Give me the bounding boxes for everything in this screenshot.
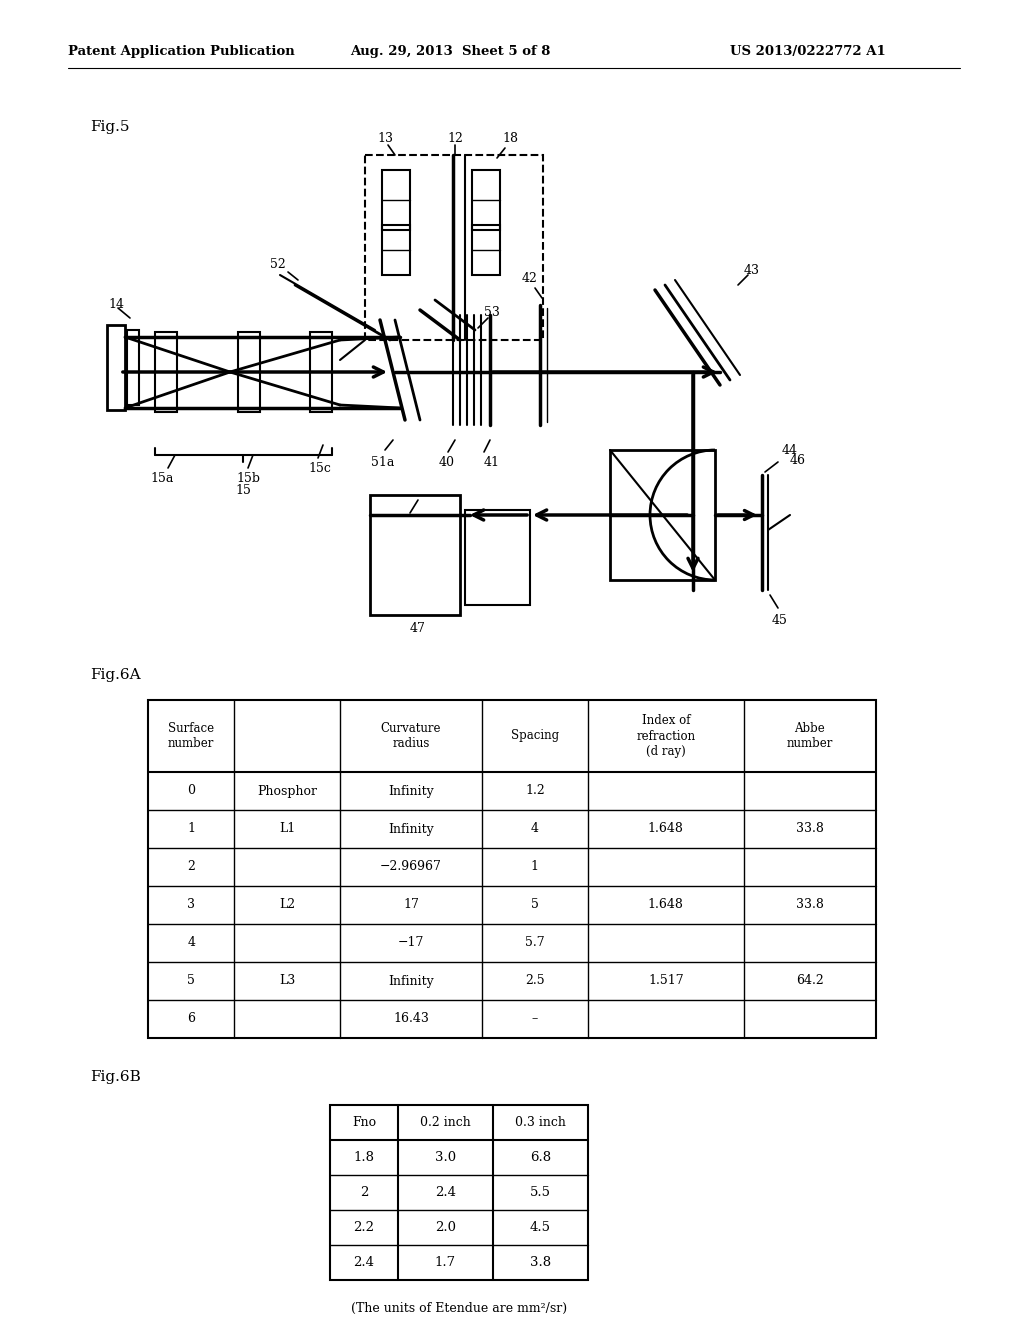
Bar <box>610 450 715 579</box>
Text: 3: 3 <box>187 899 196 912</box>
Text: Patent Application Publication: Patent Application Publication <box>68 45 295 58</box>
Text: 2.0: 2.0 <box>435 1221 456 1234</box>
Text: 1.517: 1.517 <box>648 974 684 987</box>
Text: 44: 44 <box>782 444 798 457</box>
Text: 0.3 inch: 0.3 inch <box>515 1115 566 1129</box>
Text: 4.5: 4.5 <box>530 1221 551 1234</box>
Text: 45: 45 <box>772 614 787 627</box>
Text: 14: 14 <box>108 297 124 310</box>
Bar <box>382 170 410 230</box>
Text: 15c: 15c <box>308 462 332 474</box>
Text: US 2013/0222772 A1: US 2013/0222772 A1 <box>730 45 886 58</box>
Bar <box>370 495 460 615</box>
Bar <box>106 325 125 411</box>
Text: L2: L2 <box>280 899 295 912</box>
Text: 1.2: 1.2 <box>525 784 545 797</box>
Text: 13: 13 <box>377 132 393 144</box>
Text: 46: 46 <box>790 454 806 466</box>
Text: 1.8: 1.8 <box>353 1151 375 1164</box>
Text: 3.8: 3.8 <box>530 1257 551 1269</box>
Text: 33.8: 33.8 <box>796 822 824 836</box>
Text: 16.43: 16.43 <box>393 1012 429 1026</box>
Text: Fig.6B: Fig.6B <box>90 1071 140 1084</box>
Text: 5.5: 5.5 <box>530 1185 551 1199</box>
Text: 2.5: 2.5 <box>525 974 545 987</box>
Text: 2.2: 2.2 <box>353 1221 375 1234</box>
Text: Spacing: Spacing <box>511 730 559 742</box>
Bar <box>472 170 500 230</box>
Bar <box>365 154 543 341</box>
Text: L1: L1 <box>280 822 296 836</box>
Bar <box>155 333 177 412</box>
Text: 5: 5 <box>530 899 539 912</box>
Bar <box>382 224 410 275</box>
Text: –: – <box>531 1012 538 1026</box>
Text: −2.96967: −2.96967 <box>380 861 442 874</box>
Bar <box>310 333 332 412</box>
Text: 15: 15 <box>236 483 251 496</box>
Text: 6.8: 6.8 <box>530 1151 551 1164</box>
Text: Infinity: Infinity <box>388 974 434 987</box>
Text: 40: 40 <box>439 457 455 470</box>
Bar <box>465 510 530 605</box>
Text: Fig.6A: Fig.6A <box>90 668 140 682</box>
Text: Index of
refraction
(d ray): Index of refraction (d ray) <box>636 714 695 758</box>
Text: 47: 47 <box>410 622 426 635</box>
Text: 51a: 51a <box>372 457 394 470</box>
Text: 33.8: 33.8 <box>796 899 824 912</box>
Text: 5: 5 <box>187 974 196 987</box>
Text: (The units of Etendue are mm²/sr): (The units of Etendue are mm²/sr) <box>351 1302 567 1315</box>
Bar <box>330 1105 588 1280</box>
Text: Fno: Fno <box>352 1115 376 1129</box>
Text: 6: 6 <box>187 1012 196 1026</box>
Text: L3: L3 <box>280 974 296 987</box>
Text: 17: 17 <box>403 899 419 912</box>
Text: 15a: 15a <box>151 471 174 484</box>
Text: 1: 1 <box>530 861 539 874</box>
Text: 15b: 15b <box>236 471 260 484</box>
Text: 41: 41 <box>484 457 500 470</box>
Text: 5.7: 5.7 <box>525 936 545 949</box>
Text: −17: −17 <box>398 936 424 949</box>
Text: 1.648: 1.648 <box>648 899 684 912</box>
Text: 1.648: 1.648 <box>648 822 684 836</box>
Text: 2: 2 <box>187 861 196 874</box>
Bar <box>238 333 260 412</box>
Text: Infinity: Infinity <box>388 822 434 836</box>
Text: Curvature
radius: Curvature radius <box>381 722 441 750</box>
Text: Phosphor: Phosphor <box>257 784 317 797</box>
Text: 4: 4 <box>530 822 539 836</box>
Text: 43: 43 <box>744 264 760 276</box>
Bar <box>148 700 876 1038</box>
Text: 64.2: 64.2 <box>796 974 823 987</box>
Text: 1: 1 <box>187 822 196 836</box>
Text: 2: 2 <box>359 1185 369 1199</box>
Text: 2.4: 2.4 <box>435 1185 456 1199</box>
Text: Surface
number: Surface number <box>168 722 214 750</box>
Text: 42: 42 <box>522 272 538 285</box>
Bar <box>127 330 139 405</box>
Text: Infinity: Infinity <box>388 784 434 797</box>
Text: 4: 4 <box>187 936 196 949</box>
Text: 18: 18 <box>502 132 518 144</box>
Text: Fig.5: Fig.5 <box>90 120 129 135</box>
Text: 2.4: 2.4 <box>353 1257 375 1269</box>
Text: 0.2 inch: 0.2 inch <box>420 1115 471 1129</box>
Text: Aug. 29, 2013  Sheet 5 of 8: Aug. 29, 2013 Sheet 5 of 8 <box>350 45 550 58</box>
Text: 53: 53 <box>484 305 500 318</box>
Text: 1.7: 1.7 <box>435 1257 456 1269</box>
Text: 12: 12 <box>447 132 463 144</box>
Text: Abbe
number: Abbe number <box>786 722 834 750</box>
Bar <box>472 224 500 275</box>
Text: 3.0: 3.0 <box>435 1151 456 1164</box>
Text: 52: 52 <box>270 259 286 272</box>
Text: 0: 0 <box>187 784 196 797</box>
